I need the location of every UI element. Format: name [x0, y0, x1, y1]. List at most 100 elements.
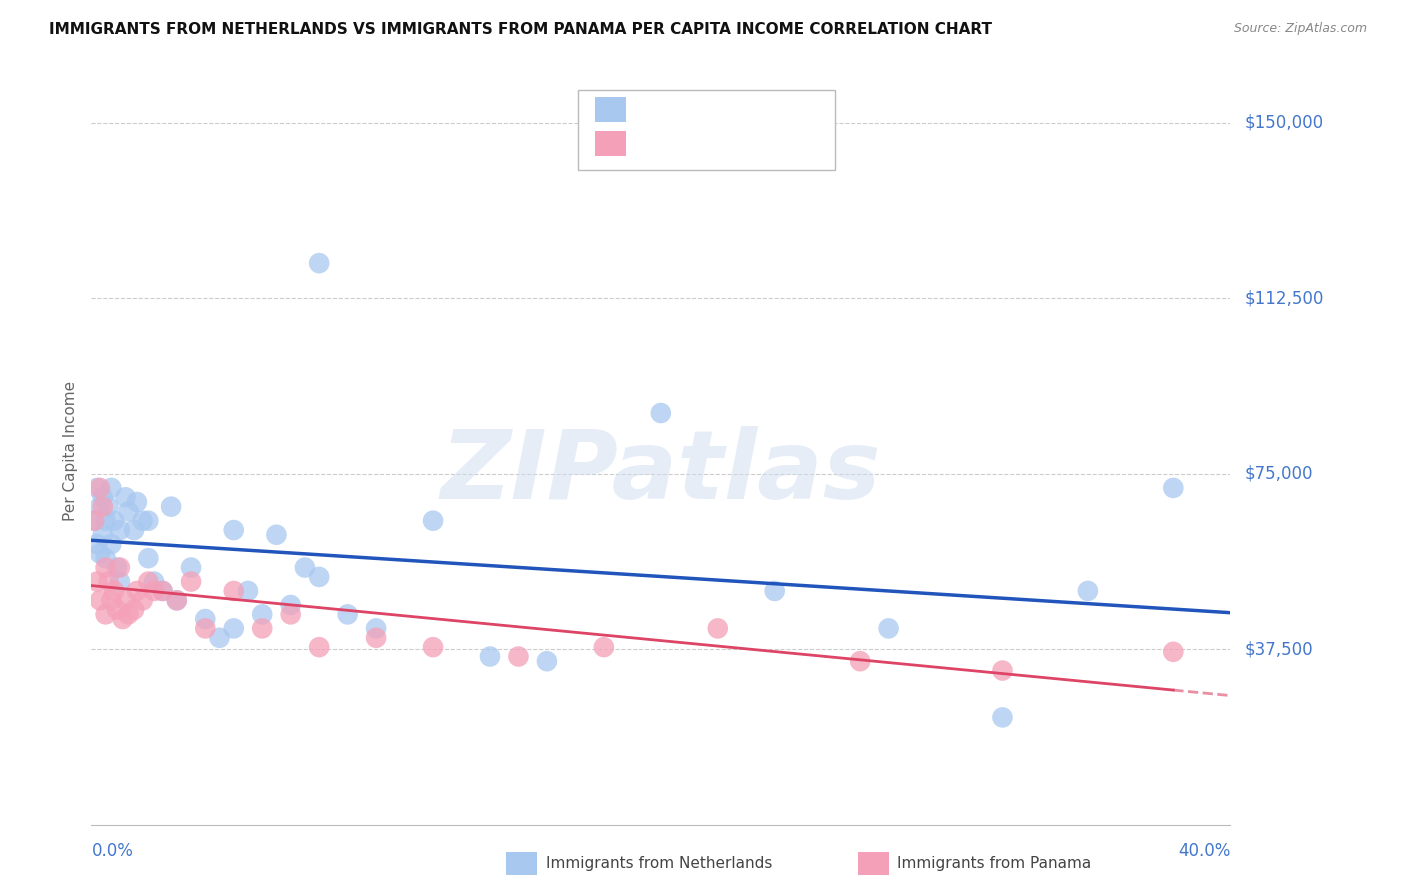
- Point: [1161, 645, 1184, 659]
- Point: [991, 710, 1014, 724]
- Point: [222, 583, 245, 598]
- Point: [125, 583, 148, 598]
- Point: [280, 598, 302, 612]
- Point: [160, 500, 183, 514]
- Point: [152, 583, 174, 598]
- Text: Immigrants from Netherlands: Immigrants from Netherlands: [546, 856, 772, 871]
- Text: IMMIGRANTS FROM NETHERLANDS VS IMMIGRANTS FROM PANAMA PER CAPITA INCOME CORRELAT: IMMIGRANTS FROM NETHERLANDS VS IMMIGRANT…: [49, 22, 993, 37]
- Point: [364, 621, 387, 635]
- Text: N =: N =: [737, 101, 773, 119]
- Point: [143, 583, 166, 598]
- Text: 50: 50: [772, 101, 797, 119]
- Point: [593, 640, 616, 655]
- Point: [100, 593, 122, 607]
- Text: R =: R =: [634, 135, 671, 153]
- Point: [308, 640, 330, 655]
- Point: [108, 523, 131, 537]
- Text: $112,500: $112,500: [1244, 289, 1323, 307]
- Point: [336, 607, 359, 622]
- Point: [422, 640, 444, 655]
- Point: [250, 607, 273, 622]
- Y-axis label: Per Capita Income: Per Capita Income: [62, 380, 77, 521]
- Point: [250, 621, 273, 635]
- Point: [89, 500, 111, 514]
- Point: [131, 593, 153, 607]
- Point: [91, 527, 114, 541]
- Text: $75,000: $75,000: [1244, 465, 1313, 483]
- Point: [991, 664, 1014, 678]
- Point: [89, 481, 111, 495]
- Point: [138, 551, 160, 566]
- Point: [83, 514, 105, 528]
- Point: [108, 560, 131, 574]
- Point: [138, 574, 160, 589]
- Point: [294, 560, 316, 574]
- Point: [508, 649, 530, 664]
- Point: [166, 593, 188, 607]
- Point: [763, 583, 786, 598]
- Point: [117, 607, 139, 622]
- Point: [194, 612, 217, 626]
- Point: [308, 256, 330, 270]
- Point: [152, 583, 174, 598]
- Point: [108, 574, 131, 589]
- Point: [478, 649, 502, 664]
- Point: [422, 514, 444, 528]
- Point: [86, 481, 108, 495]
- Point: [308, 570, 330, 584]
- Point: [94, 551, 117, 566]
- Point: [122, 603, 145, 617]
- Point: [849, 654, 872, 668]
- Text: ZIPatlas: ZIPatlas: [440, 426, 882, 519]
- Point: [706, 621, 728, 635]
- Point: [114, 490, 136, 504]
- Point: [364, 631, 387, 645]
- Point: [180, 560, 202, 574]
- Point: [1077, 583, 1099, 598]
- Point: [208, 631, 231, 645]
- Text: $150,000: $150,000: [1244, 113, 1323, 132]
- Point: [180, 574, 202, 589]
- Point: [94, 607, 117, 622]
- Point: [89, 546, 111, 561]
- Point: [117, 504, 139, 518]
- Point: [222, 621, 245, 635]
- Point: [138, 514, 160, 528]
- Point: [125, 495, 148, 509]
- Point: [105, 560, 128, 574]
- Point: [86, 574, 108, 589]
- Point: [236, 583, 259, 598]
- Point: [111, 612, 134, 626]
- Point: [222, 523, 245, 537]
- Text: 0.0%: 0.0%: [91, 842, 134, 860]
- Point: [103, 514, 125, 528]
- Point: [877, 621, 900, 635]
- Text: 36: 36: [772, 135, 797, 153]
- Point: [266, 527, 288, 541]
- Point: [131, 514, 153, 528]
- Point: [89, 593, 111, 607]
- Text: Source: ZipAtlas.com: Source: ZipAtlas.com: [1233, 22, 1367, 36]
- Point: [94, 560, 117, 574]
- Point: [91, 500, 114, 514]
- Text: -0.133: -0.133: [673, 135, 738, 153]
- Point: [100, 537, 122, 551]
- Point: [143, 574, 166, 589]
- Point: [166, 593, 188, 607]
- Point: [122, 523, 145, 537]
- Point: [100, 481, 122, 495]
- Point: [91, 490, 114, 504]
- Text: 0.132: 0.132: [673, 101, 730, 119]
- Point: [97, 500, 120, 514]
- Point: [1161, 481, 1184, 495]
- Point: [536, 654, 558, 668]
- Point: [114, 593, 136, 607]
- Point: [97, 574, 120, 589]
- Point: [103, 583, 125, 598]
- Point: [280, 607, 302, 622]
- Point: [86, 537, 108, 551]
- Point: [650, 406, 672, 420]
- Point: [105, 603, 128, 617]
- Text: N =: N =: [737, 135, 773, 153]
- Point: [194, 621, 217, 635]
